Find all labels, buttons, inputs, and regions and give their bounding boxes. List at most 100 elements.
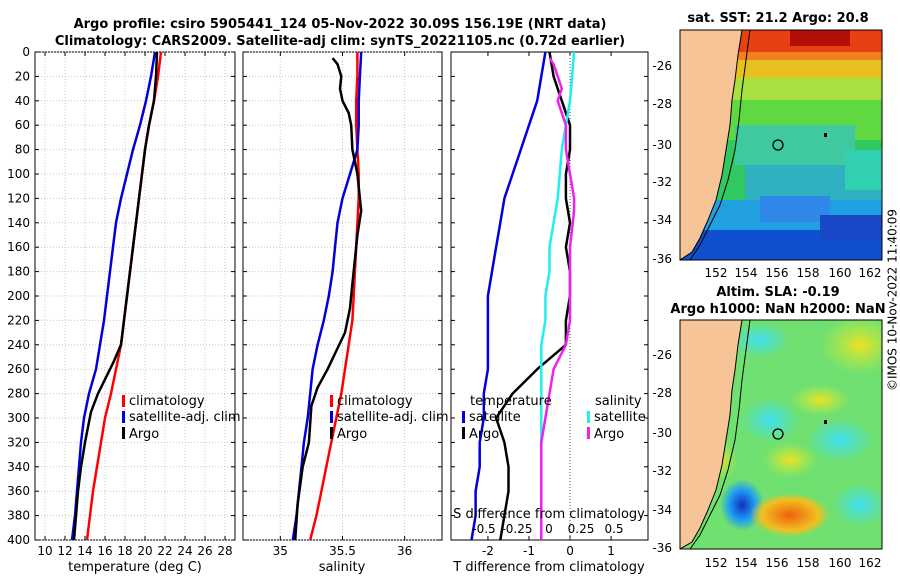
legend-swatch-sal-argo <box>587 427 590 439</box>
depth-tick-label: 240 <box>7 338 30 352</box>
legend-swatch-temp-satellite <box>462 411 465 423</box>
sla-map-frame <box>679 319 883 550</box>
depth-tick-label: 200 <box>7 289 30 303</box>
salinity-xlabel: salinity <box>319 560 366 575</box>
sla-map <box>680 320 882 549</box>
s-tick: -0.5 <box>472 522 495 536</box>
sst-xtick: 154 <box>735 266 758 280</box>
depth-tick-label: 220 <box>7 313 30 327</box>
legend-swatch-argo <box>330 427 333 439</box>
legend-sal-argo: Argo <box>594 427 624 442</box>
sla-axes: -26 -28 -30 -32 -34 -36 152 154 156 158 … <box>652 348 881 570</box>
sst-ytick: -28 <box>652 97 672 111</box>
sst-xtick: 156 <box>766 266 789 280</box>
sst-ytick: -26 <box>652 59 672 73</box>
temperature-legend: climatology satellite-adj. clim Argo <box>122 394 241 442</box>
sla-ytick: -34 <box>652 503 672 517</box>
depth-tick-label: 20 <box>15 69 30 83</box>
depth-tick-label: 280 <box>7 387 30 401</box>
sst-map-title: sat. SST: 21.2 Argo: 20.8 <box>687 11 868 26</box>
x-tick-label: 35.5 <box>329 544 356 558</box>
argo-float-marker <box>772 139 784 151</box>
sst-ytick: -36 <box>652 252 672 266</box>
x-tick-label: 16 <box>97 544 112 558</box>
sst-axes: -26 -28 -30 -32 -34 -36 152 154 156 158 … <box>652 59 881 280</box>
x-tick-label: -2 <box>482 544 494 558</box>
sla-xtick: 160 <box>829 556 852 570</box>
legend-swatch-climatology <box>122 395 125 407</box>
series-line-argo <box>72 51 159 541</box>
series-line-climatology <box>308 52 360 541</box>
sst-ytick: -32 <box>652 175 672 189</box>
series-line-temperature-satellite <box>470 51 547 541</box>
temperature-xlabel: temperature (deg C) <box>68 560 202 575</box>
depth-tick-label: 40 <box>15 94 30 108</box>
sst-ytick: -30 <box>652 138 672 152</box>
legend-swatch-temp-argo <box>462 427 465 439</box>
x-tick-label: 14 <box>77 544 92 558</box>
legend-sal-satellite: satellite <box>594 410 646 425</box>
sla-xtick: 156 <box>766 556 789 570</box>
legend-swatch-climatology <box>330 395 333 407</box>
x-tick-label: 35 <box>273 544 288 558</box>
legend-swatch-argo <box>122 427 125 439</box>
imos-watermark: ©IMOS 10-Nov-2022 11:40:09 <box>886 209 900 391</box>
sst-map <box>680 30 882 260</box>
sst-xtick: 160 <box>829 266 852 280</box>
x-tick-label: 10 <box>37 544 52 558</box>
legend-satellite: satellite-adj. clim <box>129 410 241 425</box>
legend-temperature-title: temperature <box>470 394 552 409</box>
series-line-argo <box>293 57 363 541</box>
x-tick-label: 1 <box>607 544 615 558</box>
depth-tick-label: 120 <box>7 191 30 205</box>
sst-xtick: 158 <box>797 266 820 280</box>
legend-satellite: satellite-adj. clim <box>337 410 449 425</box>
x-tick-label: 36 <box>397 544 412 558</box>
s-tick: -0.25 <box>501 522 532 536</box>
depth-tick-label: 160 <box>7 240 30 254</box>
header-line-1: Argo profile: csiro 5905441_124 05-Nov-2… <box>74 17 607 32</box>
sla-xtick: 154 <box>735 556 758 570</box>
legend-temp-satellite: satellite <box>469 410 521 425</box>
x-tick-label: 20 <box>137 544 152 558</box>
difference-xlabel: T difference from climatology <box>452 560 645 575</box>
sst-xtick: 162 <box>859 266 882 280</box>
sla-ytick: -30 <box>652 426 672 440</box>
depth-tick-label: 80 <box>15 143 30 157</box>
legend-climatology: climatology <box>129 394 205 409</box>
argo-float-marker <box>772 428 784 440</box>
legend-climatology: climatology <box>337 394 413 409</box>
x-tick-label: 26 <box>197 544 212 558</box>
sst-xtick: 152 <box>705 266 728 280</box>
legend-argo: Argo <box>129 427 159 442</box>
legend-temp-argo: Argo <box>469 427 499 442</box>
sla-ytick: -32 <box>652 464 672 478</box>
depth-tick-label: 340 <box>7 460 30 474</box>
legend-swatch-satellite <box>122 411 125 423</box>
sla-ytick: -28 <box>652 386 672 400</box>
depth-tick-label: 260 <box>7 362 30 376</box>
x-tick-label: 18 <box>117 544 132 558</box>
legend-salinity-title: salinity <box>595 394 642 409</box>
difference-legend: temperature satellite Argo salinity sate… <box>462 394 646 442</box>
legend-argo: Argo <box>337 427 367 442</box>
depth-tick-label: 180 <box>7 265 30 279</box>
sla-xtick: 158 <box>797 556 820 570</box>
x-tick-label: 12 <box>57 544 72 558</box>
header-line-2: Climatology: CARS2009. Satellite-adj cli… <box>55 34 625 49</box>
depth-tick-label: 140 <box>7 216 30 230</box>
depth-tick-label: 60 <box>15 118 30 132</box>
depth-tick-label: 300 <box>7 411 30 425</box>
sst-map-frame <box>679 29 883 261</box>
sla-xtick: 152 <box>705 556 728 570</box>
sla-map-title-2: Argo h1000: NaN h2000: NaN <box>670 302 885 317</box>
s-tick: 0 <box>545 522 553 536</box>
s-difference-ticks: -0.5 -0.25 0 0.25 0.5 <box>472 522 623 536</box>
x-tick-label: 24 <box>177 544 192 558</box>
legend-swatch-satellite <box>330 411 333 423</box>
sst-ytick: -34 <box>652 213 672 227</box>
s-tick: 0.5 <box>604 522 623 536</box>
s-difference-label: S difference from climatology <box>453 507 645 522</box>
sla-ytick: -26 <box>652 348 672 362</box>
